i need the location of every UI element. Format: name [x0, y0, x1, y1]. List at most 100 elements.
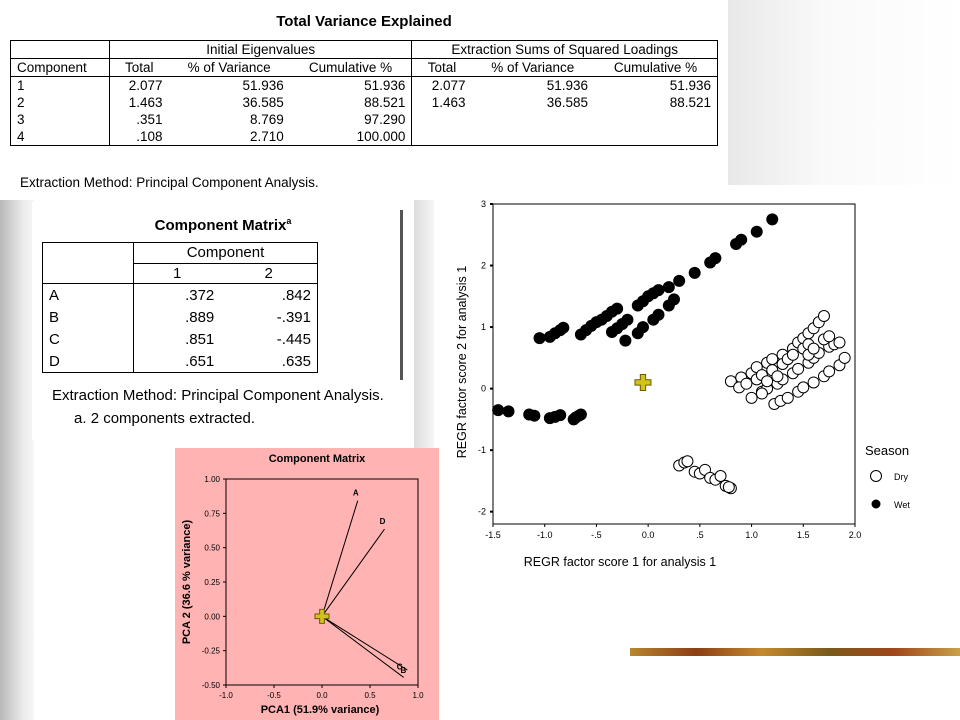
scatter-point-dry [797, 381, 810, 394]
table-cell: 2 [10, 94, 110, 111]
table-cell: D [42, 350, 134, 373]
panel-scroll-edge [400, 210, 403, 380]
scatter-point-wet [766, 213, 779, 226]
scatter-point-wet [621, 313, 634, 326]
legend-title: Season [865, 443, 909, 458]
scatter-point-dry [786, 348, 799, 361]
table-cell: 51.936 [594, 76, 719, 94]
table-cell: 1 [10, 76, 110, 94]
scatter-x-tick-label: 1.5 [797, 530, 810, 540]
scatter-point-dry [745, 391, 758, 404]
biplot-vector-label: A [353, 489, 359, 498]
scatter-x-tick-label: -1.5 [485, 530, 501, 540]
scatter-point-wet [557, 321, 570, 334]
column-header: Total [108, 58, 169, 77]
biplot-x-tick-label: -1.0 [219, 691, 233, 700]
background-gradient-left [0, 200, 34, 720]
scatter-point-wet [662, 281, 675, 294]
biplot-y-tick-label: 0.00 [204, 612, 220, 621]
table-cell: 36.585 [546, 95, 589, 110]
biplot-y-tick-label: 1.00 [204, 475, 220, 484]
biplot-x-tick-label: 0.0 [316, 691, 328, 700]
table-cell: -.445 [220, 328, 319, 350]
table-cell: .372 [133, 283, 221, 306]
table-cell: 8.769 [249, 112, 284, 127]
scatter-y-axis-label: REGR factor score 2 for analysis 1 [455, 266, 469, 458]
table-cell [471, 128, 595, 146]
scatter-point-dry [792, 362, 805, 375]
table-cell: A [42, 283, 134, 306]
scatter-point-dry [724, 375, 737, 388]
table-cell: 100.000 [289, 128, 412, 146]
table-cell: .851 [133, 328, 221, 350]
scatter-x-tick-label: 0.0 [642, 530, 655, 540]
biplot-y-tick-label: 0.25 [204, 578, 220, 587]
table-row: 4 .108 2.710 100.000 [10, 128, 719, 146]
biplot-vector-d [321, 528, 385, 617]
variance-footnote: Extraction Method: Principal Component A… [20, 175, 319, 190]
biplot-vector-label: C [397, 662, 403, 671]
scatter-y-tick-label: 1 [481, 322, 486, 332]
scatter-point-dry [838, 351, 851, 364]
biplot-vector-a [321, 500, 359, 617]
variance-panel: Total Variance Explained Initial Eigenva… [0, 0, 728, 200]
biplot-y-tick-label: -0.25 [202, 647, 221, 656]
table-cell: 51.936 [546, 78, 589, 93]
scatter-y-tick-label: -2 [478, 507, 486, 517]
biplot-x-tick-label: -0.5 [267, 691, 281, 700]
scatter-x-tick-label: .5 [696, 530, 704, 540]
biplot-background [175, 448, 439, 720]
scatter-point-wet [492, 404, 505, 417]
scatter-point-dry [681, 455, 694, 468]
table-cell: .108 [108, 128, 169, 146]
table-cell: 2.710 [168, 128, 290, 146]
legend-marker-dry [870, 470, 882, 482]
biplot-vector-b [321, 615, 408, 671]
scatter-point-wet [673, 274, 686, 287]
scatter-point-dry [781, 391, 794, 404]
title-superscript: a [286, 216, 292, 226]
component-matrix-panel: Component Matrixa Component 1 2 A .372 .… [32, 202, 414, 440]
scatter-x-tick-label: 2.0 [849, 530, 862, 540]
scatter-point-wet [574, 408, 587, 421]
scatter-point-wet [611, 302, 624, 315]
scatter-x-tick-label: -1.0 [537, 530, 553, 540]
biplot-x-axis-label: PCA1 (51.9% variance) [261, 704, 380, 716]
table-cell: 36.585 [242, 95, 284, 110]
component-matrix-title: Component Matrixa [154, 216, 292, 234]
scatter-point-wet [528, 409, 541, 422]
biplot-x-tick-label: 1.0 [412, 691, 424, 700]
column-header: Cumulative % [289, 58, 412, 77]
table-row: B .889 -.391 [42, 306, 319, 328]
biplot-title: Component Matrix [269, 453, 366, 465]
legend-label: Wet [894, 500, 910, 510]
scatter-point-dry [766, 353, 779, 366]
scatter-point-dry [807, 342, 820, 355]
table-cell: 2.077 [108, 76, 169, 94]
scatter-point-wet [533, 332, 546, 345]
table-cell: 2.077 [411, 76, 472, 94]
scatter-point-dry [755, 387, 768, 400]
biplot-ticks: -1.0 -0.5 0.0 0.5 1.0 1.00 0.75 0.50 0.25 0.00 -0.… [202, 475, 424, 700]
table-cell [472, 111, 594, 128]
scatter-point-dry [807, 376, 820, 389]
variance-table-title: Total Variance Explained [276, 13, 452, 30]
decorative-bar [630, 648, 960, 656]
biplot-vector-c [321, 615, 404, 678]
table-cell: 51.936 [364, 78, 406, 93]
table-cell: 88.521 [364, 95, 406, 110]
component-matrix-note: a. 2 components extracted. [74, 410, 255, 427]
table-cell: .351 [108, 111, 169, 128]
scatter-y-tick-label: 3 [481, 199, 486, 209]
background-gradient-top-right [728, 0, 960, 185]
table-cell: C [42, 328, 134, 350]
scatter-point-wet [688, 266, 701, 279]
scatter-point-wet [619, 334, 632, 347]
origin-plus-icon [314, 608, 330, 624]
table-cell: 1.463 [411, 94, 472, 111]
biplot-vector-label: D [380, 517, 386, 526]
biplot-vector-label: B [400, 666, 406, 675]
scatter-point-wet [750, 225, 763, 238]
scatter-point-dry [740, 377, 753, 390]
center-plus-icon [634, 373, 652, 391]
